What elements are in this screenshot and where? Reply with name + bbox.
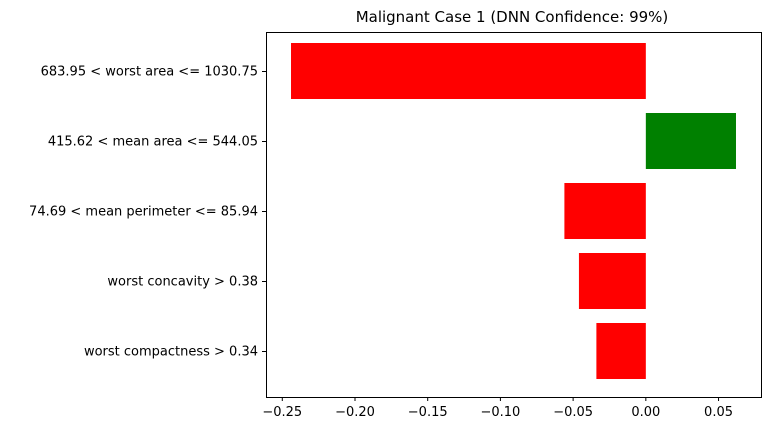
bar xyxy=(564,183,646,239)
x-tick-label: −0.10 xyxy=(480,405,520,420)
y-tick-label: worst concavity > 0.38 xyxy=(107,275,258,290)
bar xyxy=(291,43,646,99)
x-tick-label: −0.20 xyxy=(335,405,375,420)
plot-frame xyxy=(266,32,762,398)
y-tick-label: 683.95 < worst area <= 1030.75 xyxy=(41,65,258,80)
bar xyxy=(578,253,646,309)
chart-title: Malignant Case 1 (DNN Confidence: 99%) xyxy=(356,8,669,26)
y-tick-label: 415.62 < mean area <= 544.05 xyxy=(48,135,258,150)
bar xyxy=(645,113,736,169)
y-tick-label: worst compactness > 0.34 xyxy=(84,345,258,360)
plot-area xyxy=(291,43,736,379)
x-tick-label: −0.25 xyxy=(262,405,302,420)
y-axis: 683.95 < worst area <= 1030.75 415.62 < m… xyxy=(29,65,266,360)
x-tick-label: −0.05 xyxy=(553,405,593,420)
x-axis: −0.25 −0.20 −0.15 −0.10 −0.05 0.00 0.05 xyxy=(262,397,733,420)
x-tick-label: −0.15 xyxy=(408,405,448,420)
bar xyxy=(596,323,646,379)
x-tick-label: 0.00 xyxy=(631,405,660,420)
x-tick-label: 0.05 xyxy=(704,405,733,420)
y-tick-label: 74.69 < mean perimeter <= 85.94 xyxy=(29,205,258,220)
